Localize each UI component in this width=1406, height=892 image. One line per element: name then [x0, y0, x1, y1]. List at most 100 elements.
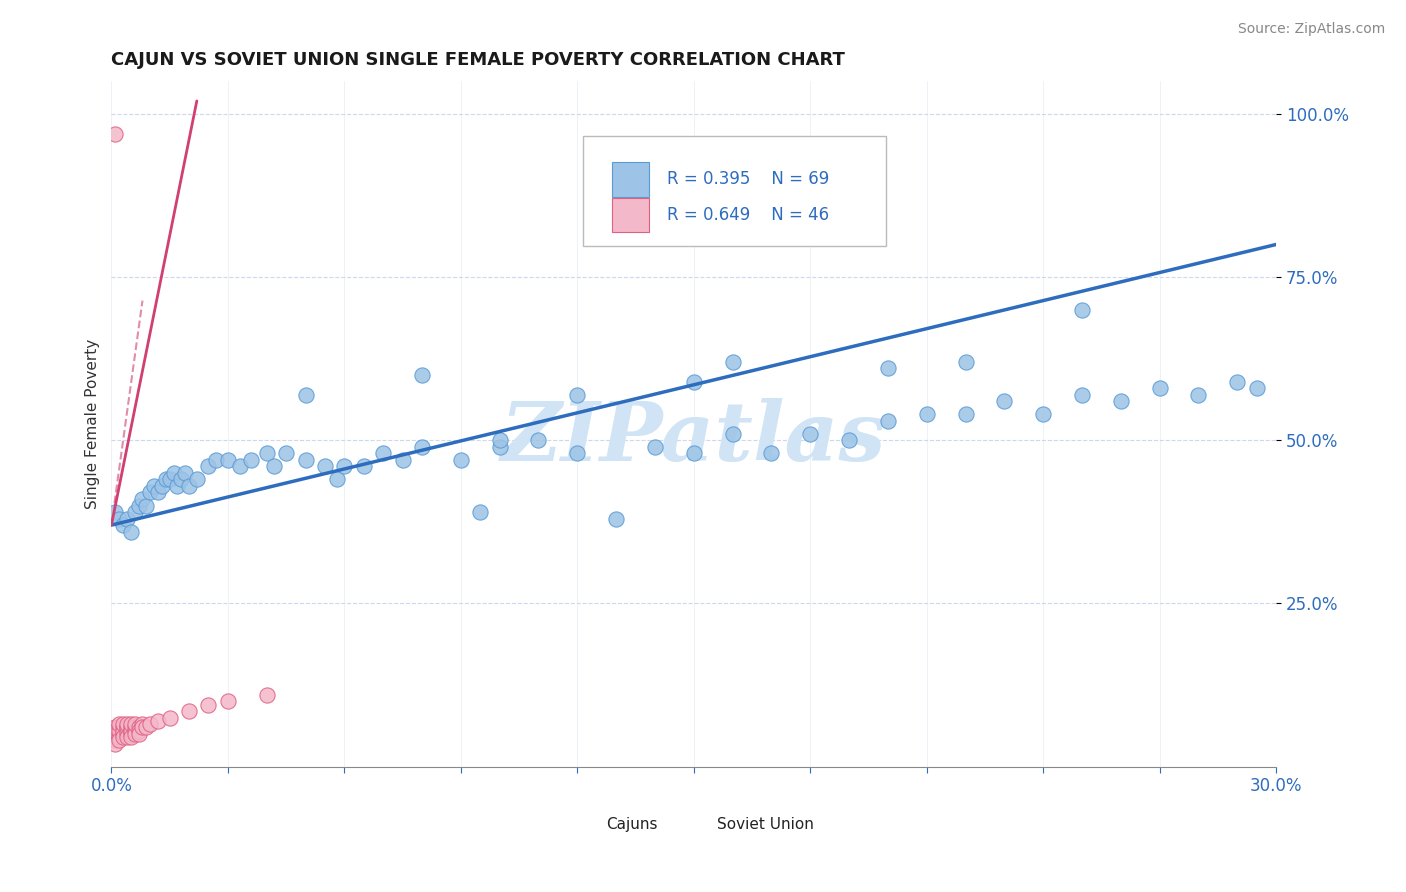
Point: [450, 452, 472, 467]
Text: ZIPatlas: ZIPatlas: [501, 398, 887, 477]
Point: [120, 723, 142, 738]
Text: Cajuns: Cajuns: [606, 817, 658, 832]
Point: [166, 479, 188, 493]
Point: [256, 688, 278, 702]
Point: [1109, 394, 1132, 409]
Point: [333, 459, 356, 474]
Point: [104, 723, 127, 738]
Point: [115, 720, 138, 734]
Point: [120, 524, 142, 539]
Point: [108, 723, 131, 738]
Point: [373, 446, 395, 460]
Point: [1187, 387, 1209, 401]
Point: [128, 727, 150, 741]
Point: [1071, 387, 1094, 401]
Point: [325, 472, 347, 486]
Point: [217, 694, 239, 708]
Point: [1149, 381, 1171, 395]
Point: [294, 452, 316, 467]
Point: [274, 446, 297, 460]
Point: [112, 730, 135, 744]
Point: [353, 459, 375, 474]
Text: R = 0.395    N = 69: R = 0.395 N = 69: [666, 170, 830, 188]
Point: [1226, 375, 1249, 389]
FancyBboxPatch shape: [571, 811, 598, 838]
Point: [128, 723, 150, 738]
Point: [605, 511, 627, 525]
Point: [104, 720, 127, 734]
Point: [124, 723, 146, 738]
Point: [1032, 407, 1054, 421]
Point: [112, 720, 135, 734]
Point: [135, 720, 157, 734]
Point: [108, 727, 131, 741]
Point: [120, 720, 142, 734]
Point: [124, 717, 146, 731]
Point: [256, 446, 278, 460]
Point: [1071, 302, 1094, 317]
Point: [139, 717, 162, 731]
Point: [876, 361, 898, 376]
Point: [120, 723, 142, 738]
Point: [104, 737, 127, 751]
Point: [124, 505, 146, 519]
Point: [205, 452, 228, 467]
Point: [993, 394, 1015, 409]
Point: [120, 717, 142, 731]
Point: [799, 426, 821, 441]
Point: [527, 434, 550, 448]
Point: [112, 723, 135, 738]
Point: [131, 717, 153, 731]
Point: [108, 733, 131, 747]
Point: [108, 511, 131, 525]
Point: [567, 446, 589, 460]
Point: [115, 723, 138, 738]
Point: [104, 127, 127, 141]
Point: [135, 499, 157, 513]
Point: [761, 446, 783, 460]
Text: R = 0.649    N = 46: R = 0.649 N = 46: [666, 206, 830, 224]
Point: [217, 452, 239, 467]
Point: [197, 698, 219, 712]
FancyBboxPatch shape: [612, 198, 650, 232]
Point: [838, 434, 860, 448]
Point: [108, 717, 131, 731]
Point: [159, 472, 181, 486]
Y-axis label: Single Female Poverty: Single Female Poverty: [86, 339, 100, 509]
Point: [120, 730, 142, 744]
Point: [146, 485, 169, 500]
Point: [124, 727, 146, 741]
Point: [488, 434, 510, 448]
Text: Soviet Union: Soviet Union: [717, 817, 814, 832]
Point: [411, 440, 433, 454]
Point: [177, 479, 200, 493]
Point: [314, 459, 336, 474]
Point: [294, 387, 316, 401]
Point: [170, 472, 193, 486]
FancyBboxPatch shape: [612, 162, 650, 196]
Point: [682, 375, 704, 389]
Point: [128, 720, 150, 734]
Point: [104, 505, 127, 519]
Point: [470, 505, 492, 519]
Point: [682, 446, 704, 460]
Point: [115, 511, 138, 525]
Point: [955, 355, 977, 369]
Point: [115, 730, 138, 744]
Point: [263, 459, 285, 474]
Point: [159, 710, 181, 724]
Point: [197, 459, 219, 474]
FancyBboxPatch shape: [583, 136, 886, 246]
Point: [104, 727, 127, 741]
Point: [139, 485, 162, 500]
Point: [915, 407, 938, 421]
FancyBboxPatch shape: [682, 811, 707, 838]
Point: [174, 466, 197, 480]
Point: [112, 518, 135, 533]
Point: [721, 426, 744, 441]
Point: [131, 720, 153, 734]
Point: [128, 499, 150, 513]
Point: [150, 479, 173, 493]
Point: [228, 459, 250, 474]
Point: [108, 730, 131, 744]
